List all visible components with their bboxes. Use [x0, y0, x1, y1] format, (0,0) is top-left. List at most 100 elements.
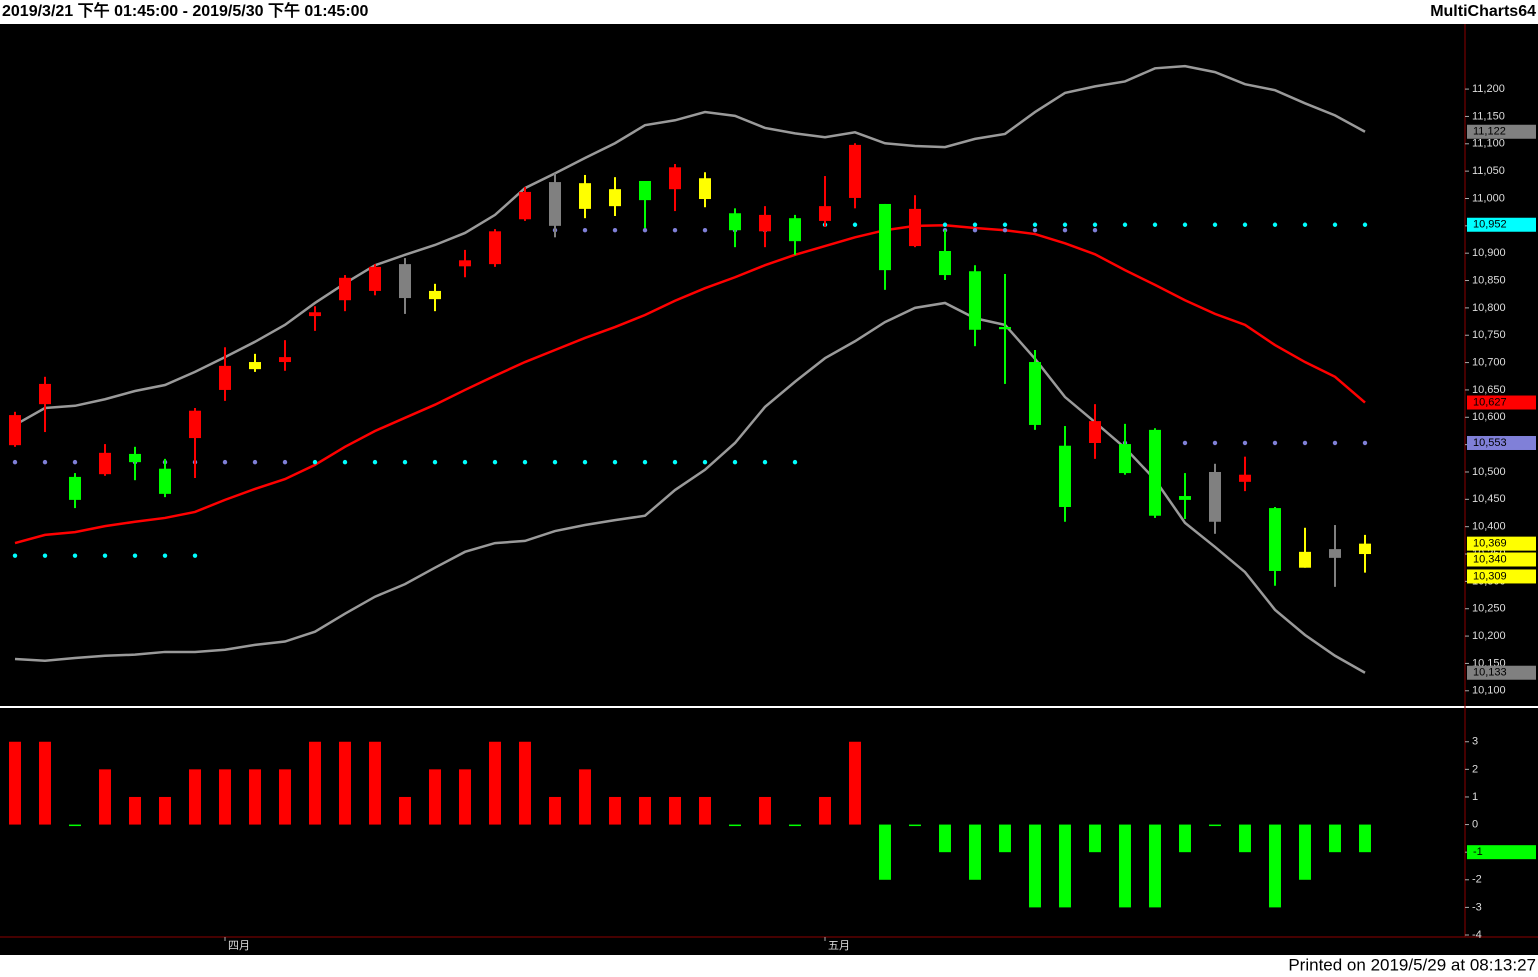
stop-dot: [1182, 222, 1188, 227]
price-marker: [1467, 845, 1536, 860]
y-tick-label: -2: [1472, 874, 1482, 886]
candle-body: [399, 264, 411, 299]
candle-body: [609, 189, 621, 207]
bar: [519, 741, 531, 825]
bar: [669, 796, 681, 825]
candle-body: [939, 251, 951, 276]
candle-body: [1089, 421, 1101, 443]
candle-body: [789, 218, 801, 242]
stop-dot: [72, 553, 78, 558]
stop-dot: [42, 553, 48, 558]
stop-dot: [1362, 222, 1368, 227]
y-tick-label: 10,450: [1472, 493, 1506, 505]
price-marker-label: 10,627: [1473, 396, 1507, 408]
candle-body: [219, 365, 231, 390]
indicator-line: [14, 224, 1366, 545]
stop-dot: [282, 459, 288, 465]
candle-body: [579, 183, 591, 209]
candle-body: [759, 214, 771, 232]
bar: [9, 741, 21, 825]
candle-body: [1149, 429, 1161, 516]
x-tick-label: 五月: [828, 940, 850, 952]
bar: [639, 796, 651, 825]
stop-dot: [492, 459, 498, 465]
stop-dot: [102, 553, 108, 558]
stop-dot: [1032, 228, 1038, 233]
stop-dot: [792, 459, 798, 465]
candle-body: [639, 180, 651, 201]
y-tick-label: 10,850: [1472, 274, 1506, 286]
stop-dot: [192, 553, 198, 558]
stop-dot: [1092, 222, 1098, 227]
bar: [1359, 824, 1371, 853]
candle-body: [429, 290, 441, 300]
candle-body: [909, 208, 921, 247]
stop-dot: [72, 459, 78, 465]
bar: [1179, 824, 1191, 853]
price-marker-label: -1: [1473, 846, 1483, 858]
candle-body: [339, 277, 351, 301]
stop-dot: [312, 459, 318, 465]
price-marker: [1467, 536, 1536, 551]
stop-dot: [42, 459, 48, 465]
candle-body: [1119, 444, 1131, 474]
stop-dot: [12, 459, 18, 465]
candle-body: [1269, 508, 1281, 571]
bar: [999, 824, 1011, 853]
stop-dot: [1002, 228, 1008, 233]
stop-dot: [702, 228, 708, 233]
stop-dot: [462, 459, 468, 465]
y-tick-label: 10,600: [1472, 411, 1506, 423]
stop-dot: [1002, 222, 1008, 227]
candle-body: [69, 476, 81, 500]
candle-body: [1329, 549, 1341, 558]
indicator-line: [14, 301, 1366, 674]
bar: [1029, 824, 1041, 908]
indicator-line: [14, 64, 1366, 427]
stop-dot: [162, 553, 168, 558]
y-tick-label: 10,700: [1472, 356, 1506, 368]
stop-dot: [1272, 440, 1278, 446]
candle-body: [729, 213, 741, 231]
bar: [609, 796, 621, 825]
x-tick-label: 四月: [228, 940, 250, 952]
bar: [579, 769, 591, 825]
stop-dot: [552, 459, 558, 465]
bar: [1329, 824, 1341, 853]
bar: [759, 796, 771, 825]
app-name: MultiCharts64: [1430, 3, 1536, 20]
candle-body: [1299, 551, 1311, 568]
bar: [969, 824, 981, 880]
candle-body: [819, 206, 831, 221]
candle-body: [159, 468, 171, 494]
y-tick-label: 10,100: [1472, 685, 1506, 697]
bar: [1239, 824, 1251, 853]
y-tick-label: 3: [1472, 736, 1478, 748]
stop-dot: [1302, 440, 1308, 446]
stop-dot: [1332, 222, 1338, 227]
stop-dot: [762, 459, 768, 465]
y-tick-label: 11,200: [1472, 83, 1505, 95]
stop-dot: [1032, 222, 1038, 227]
price-marker-label: 10,309: [1473, 570, 1507, 582]
stop-dot: [1182, 440, 1188, 446]
stop-dot: [1212, 222, 1218, 227]
price-marker: [1467, 552, 1536, 567]
bar: [279, 769, 291, 825]
y-tick-label: 10,650: [1472, 384, 1506, 396]
stop-dot: [672, 459, 678, 465]
candle-body: [519, 191, 531, 220]
candle-body: [549, 182, 561, 226]
bar: [879, 824, 891, 880]
candle-body: [1059, 445, 1071, 507]
candle-body: [9, 415, 21, 446]
stop-dot: [612, 459, 618, 465]
candle-body: [1239, 474, 1251, 482]
y-tick-label: 2: [1472, 763, 1478, 775]
bar: [399, 796, 411, 825]
stop-dot: [972, 222, 978, 227]
y-tick-label: 11,050: [1472, 165, 1505, 177]
candle-body: [999, 327, 1011, 330]
